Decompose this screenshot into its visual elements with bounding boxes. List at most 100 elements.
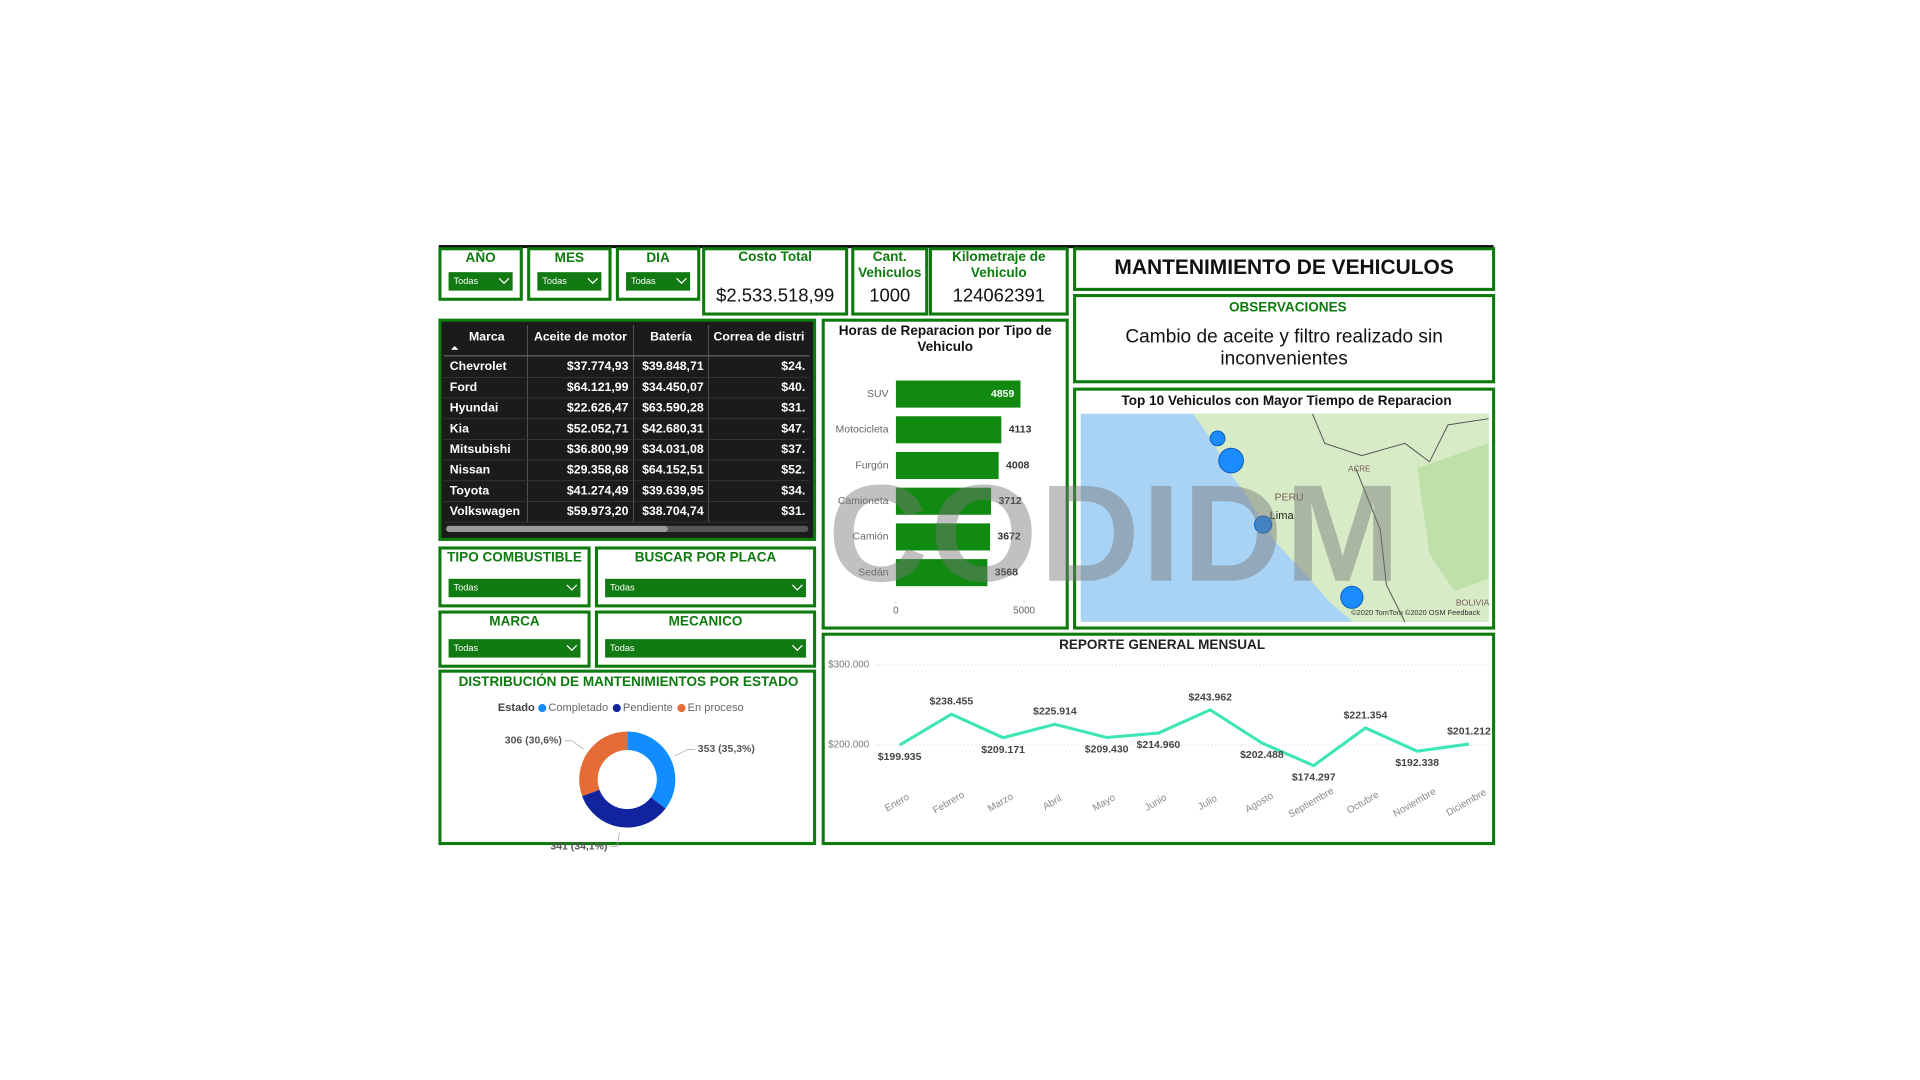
cell: $36.800,99 — [567, 442, 629, 456]
chevron — [566, 584, 578, 591]
column-header[interactable]: Aceite de motor — [534, 330, 627, 344]
cell: $37.774,93 — [567, 359, 629, 373]
cell: $64.152,51 — [642, 463, 704, 477]
map-land — [1192, 413, 1489, 622]
bar[interactable] — [895, 559, 988, 587]
dropdown[interactable]: Todas — [448, 639, 581, 658]
dropdown[interactable]: Todas — [448, 578, 581, 598]
dropdown-box[interactable] — [537, 272, 602, 291]
cell: $42.680,31 — [642, 421, 704, 435]
kpi-label: Cant. Vehiculos — [858, 249, 922, 281]
donut-segment[interactable] — [579, 731, 628, 797]
column-header[interactable]: Marca — [469, 330, 505, 344]
kpi-value: 1000 — [869, 285, 910, 306]
map-label: ACRE — [1348, 464, 1370, 473]
value-label: $192.338 — [1395, 758, 1439, 769]
column-header[interactable]: Correa de distri — [714, 330, 805, 344]
cell: $52.052,71 — [567, 421, 629, 435]
dropdown-value[interactable]: Todas — [454, 276, 479, 286]
category-label: Camión — [852, 532, 888, 543]
cell: $34.450,07 — [642, 380, 704, 394]
dropdown[interactable]: Todas — [605, 578, 806, 598]
map-forest — [1417, 443, 1489, 592]
row-label: Kia — [450, 421, 469, 435]
legend-entry[interactable]: Completado — [548, 702, 608, 714]
value-label: $243.962 — [1188, 692, 1232, 703]
sort-arrow — [451, 346, 459, 350]
filter-label: BUSCAR POR PLACA — [635, 549, 777, 564]
cell: $34. — [781, 483, 805, 497]
row-label: Toyota — [450, 483, 490, 497]
dropdown-box[interactable] — [448, 639, 581, 658]
value-label: 353 (35,3%) — [698, 744, 755, 755]
panel — [1073, 294, 1496, 384]
value-label: $199.935 — [878, 752, 922, 763]
top-rule — [438, 245, 1494, 249]
map-bubble[interactable] — [1340, 585, 1364, 609]
bar[interactable] — [895, 416, 1002, 444]
bar[interactable] — [895, 523, 991, 551]
x-tick-label: 5000 — [1013, 605, 1035, 616]
bar[interactable] — [895, 451, 999, 480]
category-label: Furgón — [855, 460, 888, 471]
dropdown-value[interactable]: Todas — [454, 643, 479, 653]
dropdown-box[interactable] — [448, 272, 513, 291]
dropdown[interactable]: Todas — [448, 272, 513, 291]
dropdown-value[interactable]: Todas — [454, 582, 479, 592]
cell: $41.274,49 — [567, 483, 629, 497]
row-label: Hyundai — [450, 401, 499, 415]
map-label: BOLIVIA — [1456, 598, 1490, 608]
line-series[interactable] — [898, 708, 1470, 768]
panel — [702, 247, 849, 316]
value-label: 306 (30,6%) — [505, 736, 562, 747]
value-label: $225.914 — [1033, 707, 1077, 718]
category-label: Camioneta — [838, 496, 889, 507]
kpi-label: Kilometraje de Vehiculo — [952, 249, 1046, 281]
dropdown[interactable]: Todas — [626, 272, 691, 291]
filter-label: MARCA — [489, 613, 540, 628]
value-label: 341 (34,1%) — [550, 841, 607, 852]
panel — [821, 632, 1496, 846]
legend-entry[interactable]: En proceso — [688, 702, 744, 714]
dropdown-value[interactable]: Todas — [610, 643, 635, 653]
filter-label: AÑO — [466, 250, 496, 265]
dropdown-box[interactable] — [605, 639, 806, 658]
y-tick-label: $200.000 — [828, 740, 870, 751]
chevron — [791, 644, 803, 652]
x-tick-label: 0 — [893, 605, 899, 616]
legend-entry[interactable]: Pendiente — [623, 702, 673, 714]
dropdown[interactable]: Todas — [537, 272, 602, 291]
legend-swatch — [677, 704, 686, 713]
value-label: 3568 — [995, 567, 1018, 578]
bar[interactable] — [895, 487, 992, 515]
map-bubble[interactable] — [1218, 447, 1244, 474]
leader-line — [674, 748, 696, 757]
observations-title: OBSERVACIONES — [1229, 299, 1347, 314]
dropdown-box[interactable] — [626, 272, 691, 291]
dropdown-box[interactable] — [605, 578, 806, 598]
category-label: Sedán — [858, 567, 888, 578]
map-bubble[interactable] — [1254, 515, 1273, 534]
scrollbar-thumb[interactable] — [446, 525, 668, 532]
cell: $40. — [781, 380, 805, 394]
map-title: Top 10 Vehiculos con Mayor Tiempo de Rep… — [1122, 393, 1452, 408]
legend-swatch — [538, 704, 547, 713]
value-label: 4859 — [991, 389, 1014, 400]
dropdown-box[interactable] — [448, 578, 581, 598]
dropdown[interactable]: Todas — [605, 639, 806, 658]
map-label: Lima — [1270, 510, 1295, 522]
column-header[interactable]: Batería — [650, 330, 692, 344]
dropdown-value[interactable]: Todas — [631, 276, 656, 286]
kpi-value: 124062391 — [953, 285, 1045, 306]
kpi-label-box: Kilometraje de Vehiculo — [952, 249, 1046, 281]
donut-segment[interactable] — [582, 789, 666, 828]
value-label: $214.960 — [1137, 740, 1181, 751]
value-label: $221.354 — [1344, 710, 1388, 721]
dropdown-value[interactable]: Todas — [610, 582, 635, 592]
chart-title: Horas de Reparacion por Tipo de Vehiculo — [838, 324, 1052, 355]
bar[interactable] — [895, 380, 1021, 408]
dropdown-value[interactable]: Todas — [542, 276, 567, 286]
donut-segment[interactable] — [627, 731, 676, 809]
table: Marca Aceite de motor Batería Correa de dis… — [443, 325, 810, 523]
map-bubble[interactable] — [1209, 430, 1226, 447]
